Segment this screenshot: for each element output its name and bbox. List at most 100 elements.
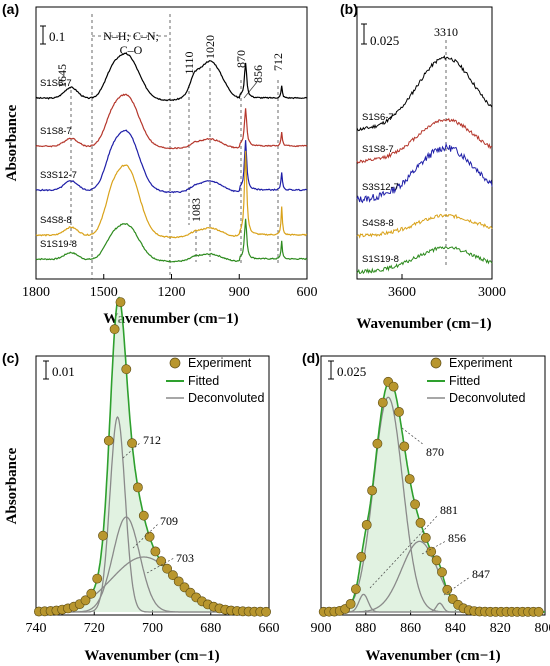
experiment-point	[173, 576, 184, 587]
legend-d-fitted: Fitted	[449, 374, 480, 388]
panel-d-frame	[320, 355, 546, 616]
experiment-point	[404, 474, 415, 484]
peak-label-1020: 1020	[203, 35, 217, 59]
pointer-881	[369, 514, 439, 589]
series-line-s1s6-7	[35, 52, 308, 102]
xtick-label: 900	[311, 621, 332, 636]
legend-d-experiment: Experiment	[449, 356, 513, 370]
peak-label-870: 870	[234, 50, 248, 68]
panel-a-ylabel: Absorbance	[4, 104, 20, 181]
experiment-point	[86, 588, 97, 599]
xtick-label: 900	[229, 285, 250, 300]
series-line-s3s12-7	[35, 129, 308, 194]
pointer-709	[132, 523, 159, 549]
experiment-point	[98, 530, 108, 541]
peak-label-712: 712	[271, 53, 285, 71]
peak-label-1645: 1645	[55, 64, 69, 88]
panel-c-peak-703: 703	[176, 551, 194, 565]
experiment-point	[388, 381, 399, 392]
panel-b: Wavenumber (cm−1) 3600 3000 0.025 3310 S1…	[356, 6, 506, 332]
pointer-856	[421, 540, 447, 555]
series-label-s3s12-7: S3S12-7	[40, 170, 77, 181]
experiment-point	[372, 438, 383, 449]
experiment-point	[356, 551, 367, 562]
peak-label-1110: 1110	[182, 51, 196, 74]
pointer-856	[243, 81, 258, 99]
experiment-point	[138, 510, 149, 521]
legend-d-deconvoluted: Deconvoluted	[449, 391, 525, 405]
experiment-point	[442, 584, 453, 595]
b-series-line-s1s6-7	[356, 54, 493, 132]
panel-c-plot	[34, 296, 271, 617]
xtick-label: 700	[142, 621, 163, 636]
series-label-s1s19-8: S1S19-8	[40, 239, 77, 250]
peak-label-856: 856	[251, 65, 265, 83]
experiment-point	[394, 406, 404, 417]
experiment-point	[103, 435, 114, 446]
panel-a-region-label-1: N–H; C–N;	[103, 29, 159, 43]
experiment-point	[115, 297, 126, 307]
pointer-847	[443, 576, 471, 596]
panel-d-legend: Experiment Fitted Deconvoluted	[427, 356, 525, 405]
series-label-s1s8-7: S1S8-7	[40, 126, 72, 137]
xtick-label: 880	[355, 621, 376, 636]
panel-a-xticks: 1800 1500 1200 900 600	[22, 274, 318, 300]
experiment-point	[132, 482, 143, 493]
panel-d-peak-847: 847	[472, 567, 490, 581]
xtick-label: 720	[84, 621, 105, 636]
legend-c-deconvoluted: Deconvoluted	[188, 391, 264, 405]
panel-label-a: (a)	[2, 1, 19, 17]
experiment-point	[350, 584, 361, 594]
panel-c-scalebar-label: 0.01	[52, 364, 75, 379]
panel-b-series-labels: S1S6-7 S1S8-7 S3S12-7 S4S8-8 S1S19-8	[362, 112, 399, 265]
panel-c-legend: Experiment Fitted Deconvoluted	[166, 356, 264, 405]
panel-d: Wavenumber (cm−1) 900 880 860 840 820 800 0.0…	[311, 355, 550, 664]
xtick-label: 1500	[90, 285, 118, 300]
panel-label-d: (d)	[302, 350, 320, 366]
b-series-label-s1s8-7: S1S8-7	[362, 144, 394, 155]
experiment-point	[431, 555, 442, 566]
panel-d-plot	[318, 376, 545, 617]
panel-b-scalebar-label: 0.025	[370, 33, 399, 48]
legend-d-experiment-marker	[430, 357, 442, 369]
legend-c-experiment-marker	[169, 357, 181, 369]
xtick-label: 860	[400, 621, 421, 636]
xtick-label: 1800	[22, 285, 50, 300]
peak-label-3310: 3310	[434, 25, 458, 39]
experiment-point	[127, 438, 138, 449]
xtick-label: 740	[26, 621, 47, 636]
experiment-point	[121, 364, 132, 375]
experiment-point	[109, 324, 120, 335]
series-line-s4s8-8	[35, 150, 308, 239]
series-line-s1s19-8	[35, 218, 308, 263]
panel-a-scalebar-label: 0.1	[49, 29, 65, 44]
pointer-870	[401, 427, 425, 446]
panel-label-c: (c)	[2, 350, 19, 366]
xtick-label: 820	[490, 621, 511, 636]
panel-d-peak-870: 870	[426, 445, 444, 459]
experiment-point	[410, 499, 420, 510]
experiment-point	[150, 546, 161, 557]
experiment-point	[80, 595, 91, 606]
experiment-point	[533, 606, 544, 617]
xtick-label: 600	[297, 285, 318, 300]
panel-c-peak-709: 709	[160, 514, 178, 528]
panel-a: Absorbance Wavenumber (cm−1) 1800 1500 120…	[4, 6, 318, 327]
xtick-label: 3000	[478, 285, 506, 300]
xtick-label: 840	[445, 621, 466, 636]
panel-b-xticks: 3600 3000	[388, 274, 506, 300]
panel-a-curves	[35, 52, 308, 263]
panel-b-curves	[356, 54, 493, 275]
experiment-point	[426, 546, 437, 557]
experiment-point	[415, 517, 426, 528]
b-series-line-s1s8-7	[356, 117, 493, 164]
b-series-line-s1s19-8	[356, 246, 493, 275]
xtick-label: 660	[259, 621, 280, 636]
panel-c-peak-712: 712	[143, 433, 161, 447]
xtick-label: 3600	[388, 285, 416, 300]
pointer-712	[122, 441, 142, 459]
experiment-point	[377, 397, 388, 408]
fit-area	[36, 297, 269, 612]
b-series-label-s1s6-7: S1S6-7	[362, 112, 394, 123]
